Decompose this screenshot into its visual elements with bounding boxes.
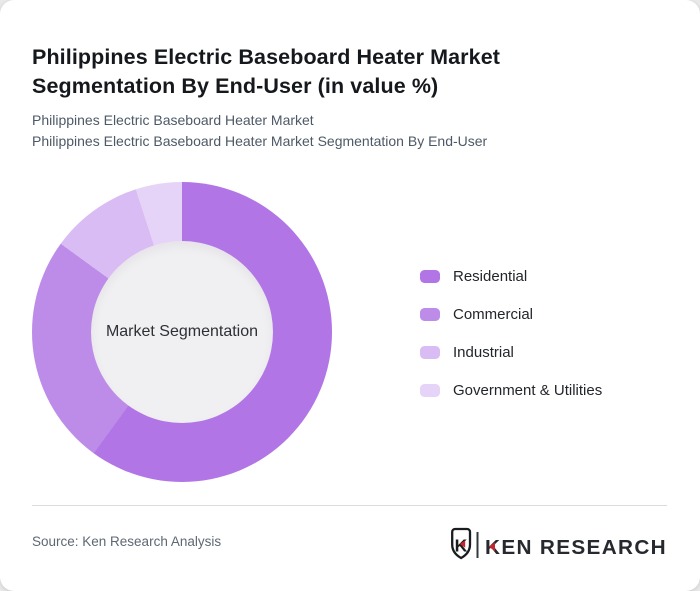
- legend-swatch: [420, 346, 440, 359]
- donut-center-label: Market Segmentation: [105, 323, 259, 340]
- footer-divider: [32, 505, 667, 506]
- donut-chart: Market Segmentation: [32, 182, 332, 482]
- legend-swatch: [420, 270, 440, 283]
- donut-hole: Market Segmentation: [91, 241, 273, 423]
- legend-item-government-utilities: Government & Utilities: [420, 381, 602, 400]
- legend-swatch: [420, 308, 440, 321]
- wordmark-red-arrow-icon: [488, 542, 495, 552]
- ken-research-shield-icon: K: [451, 527, 472, 560]
- legend-label: Government & Utilities: [453, 382, 603, 399]
- legend-item-commercial: Commercial: [420, 305, 602, 324]
- legend-label: Industrial: [453, 344, 514, 361]
- subtitle-line-1: Philippines Electric Baseboard Heater Ma…: [32, 112, 314, 128]
- legend-label: Residential: [453, 268, 528, 285]
- chart-subtitle-block: Philippines Electric Baseboard Heater Ma…: [32, 110, 487, 151]
- chart-legend: Residential Commercial Industrial Govern…: [420, 267, 602, 400]
- page-title: Philippines Electric Baseboard Heater Ma…: [32, 45, 501, 99]
- shield-letter: K: [455, 536, 468, 556]
- shield-red-arrow-icon: [459, 540, 466, 548]
- legend-item-industrial: Industrial: [420, 343, 602, 362]
- brand-wordmark: KEN RESEARCH: [485, 536, 667, 559]
- logo-separator: [476, 532, 479, 558]
- legend-swatch: [420, 384, 440, 397]
- subtitle-line-2: Philippines Electric Baseboard Heater Ma…: [32, 132, 488, 149]
- legend-label: Commercial: [453, 306, 534, 323]
- legend-item-residential: Residential: [420, 267, 602, 286]
- source-note: Source: Ken Research Analysis: [32, 534, 222, 549]
- ken-research-logo: K KEN RESEARCH: [451, 527, 667, 560]
